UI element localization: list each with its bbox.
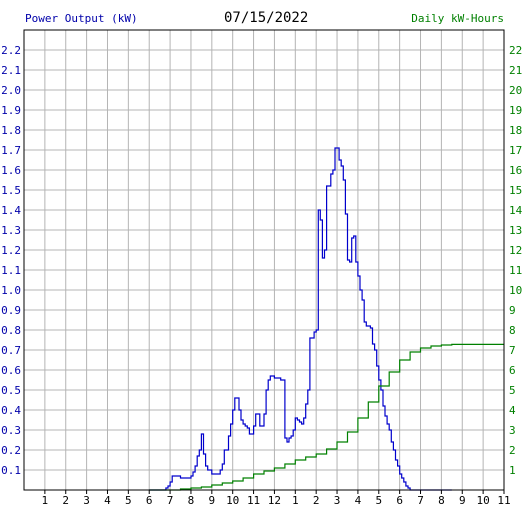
x-tick-label: 6 — [396, 494, 403, 507]
left-tick-label: 2.1 — [1, 64, 21, 77]
x-tick-label: 8 — [188, 494, 195, 507]
x-tick-label: 5 — [375, 494, 382, 507]
right-tick-label: 21 — [509, 64, 522, 77]
x-tick-label: 7 — [167, 494, 174, 507]
left-tick-label: 0.7 — [1, 344, 21, 357]
right-tick-label: 7 — [509, 344, 516, 357]
left-tick-label: 1.5 — [1, 184, 21, 197]
left-tick-label: 1.0 — [1, 284, 21, 297]
series-layer — [149, 147, 504, 491]
x-tick-label: 3 — [83, 494, 90, 507]
x-axis-ticks: 1 2 3 4 5 6 7 8 9 10 11 12 1 2 3 4 5 6 7 8 9 10 11 — [42, 490, 511, 507]
left-tick-label: 0.5 — [1, 384, 21, 397]
left-tick-label: 0.3 — [1, 424, 21, 437]
x-tick-label: 8 — [438, 494, 445, 507]
grid — [24, 30, 505, 490]
right-tick-label: 2 — [509, 444, 516, 457]
left-tick-label: 2.0 — [1, 84, 21, 97]
right-tick-label: 19 — [509, 104, 522, 117]
left-tick-label: 0.9 — [1, 304, 21, 317]
left-tick-label: 2.2 — [1, 44, 21, 57]
x-tick-label: 1 — [292, 494, 299, 507]
right-tick-label: 14 — [509, 204, 523, 217]
x-tick-label: 2 — [62, 494, 69, 507]
left-tick-label: 1.6 — [1, 164, 21, 177]
left-tick-label: 0.1 — [1, 464, 21, 477]
left-tick-label: 1.4 — [1, 204, 21, 217]
right-tick-label: 15 — [509, 184, 522, 197]
left-tick-label: 0.8 — [1, 324, 21, 337]
energy-series-line — [149, 343, 504, 491]
x-tick-label: 3 — [334, 494, 341, 507]
power-series-line — [149, 147, 452, 491]
right-tick-label: 13 — [509, 224, 522, 237]
x-tick-label: 7 — [417, 494, 424, 507]
x-tick-label: 4 — [104, 494, 111, 507]
x-tick-label: 12 — [268, 494, 281, 507]
left-axis-ticks: 0.1 0.2 0.3 0.4 0.5 0.6 0.7 0.8 0.9 1.0 1.1 1.2 1.3 1… — [1, 44, 21, 477]
left-tick-label: 1.7 — [1, 144, 21, 157]
right-tick-label: 10 — [509, 284, 522, 297]
left-tick-label: 1.3 — [1, 224, 21, 237]
x-tick-label: 6 — [146, 494, 153, 507]
right-tick-label: 9 — [509, 304, 516, 317]
right-axis-title: Daily kW-Hours — [411, 12, 504, 25]
x-tick-label: 9 — [459, 494, 466, 507]
left-tick-label: 1.9 — [1, 104, 21, 117]
right-tick-label: 8 — [509, 324, 516, 337]
right-tick-label: 3 — [509, 424, 516, 437]
left-tick-label: 0.4 — [1, 404, 21, 417]
right-tick-label: 4 — [509, 404, 516, 417]
right-tick-label: 18 — [509, 124, 522, 137]
right-tick-label: 17 — [509, 144, 522, 157]
right-tick-label: 20 — [509, 84, 522, 97]
left-tick-label: 1.8 — [1, 124, 21, 137]
right-tick-label: 1 — [509, 464, 516, 477]
right-tick-label: 11 — [509, 264, 522, 277]
left-tick-label: 1.2 — [1, 244, 21, 257]
x-tick-label: 9 — [209, 494, 216, 507]
plot-frame — [23, 29, 505, 491]
left-tick-label: 1.1 — [1, 264, 21, 277]
right-tick-label: 6 — [509, 364, 516, 377]
x-tick-label: 5 — [125, 494, 132, 507]
x-tick-label: 10 — [477, 494, 490, 507]
x-tick-label: 10 — [226, 494, 239, 507]
left-axis-title: Power Output (kW) — [25, 12, 138, 25]
x-tick-label: 11 — [497, 494, 510, 507]
right-tick-label: 16 — [509, 164, 522, 177]
left-tick-label: 0.6 — [1, 364, 21, 377]
right-tick-label: 5 — [509, 384, 516, 397]
x-tick-label: 2 — [313, 494, 320, 507]
x-tick-label: 4 — [355, 494, 362, 507]
date-title: 07/15/2022 — [224, 10, 309, 26]
right-tick-label: 22 — [509, 44, 522, 57]
x-tick-label: 1 — [42, 494, 49, 507]
left-tick-label: 0.2 — [1, 444, 21, 457]
x-tick-label: 11 — [247, 494, 260, 507]
right-tick-label: 12 — [509, 244, 522, 257]
